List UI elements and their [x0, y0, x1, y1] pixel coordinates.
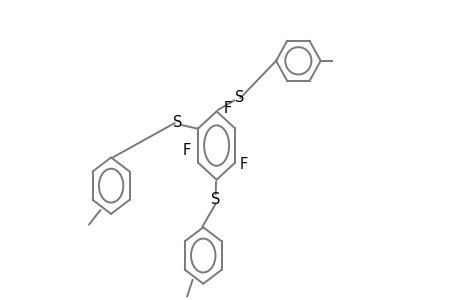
- Text: S: S: [211, 192, 220, 207]
- Text: S: S: [173, 115, 182, 130]
- Text: F: F: [239, 157, 247, 172]
- Text: F: F: [182, 143, 190, 158]
- Text: S: S: [235, 91, 244, 106]
- Text: F: F: [223, 101, 231, 116]
